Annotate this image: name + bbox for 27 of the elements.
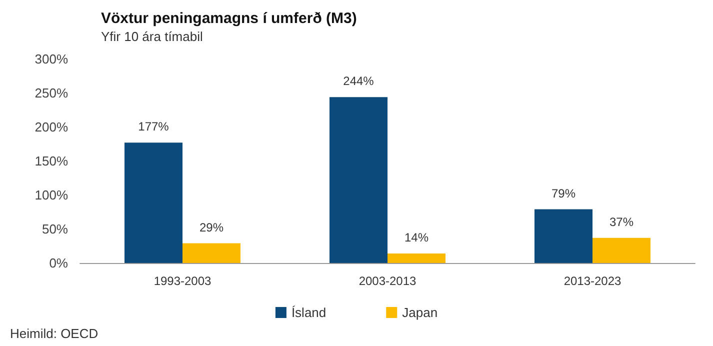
chart-subtitle: Yfir 10 ára tímabil: [101, 29, 203, 44]
data-label: 14%: [404, 230, 429, 244]
x-tick-label: 1993-2003: [154, 274, 212, 288]
legend-label: Ísland: [291, 305, 326, 320]
text: Heimild: OECD: [10, 326, 98, 341]
bar: [330, 97, 388, 263]
chart-title: Vöxtur peningamagns í umferð (M3): [101, 10, 357, 27]
x-tick-label: 2003-2013: [358, 274, 417, 288]
y-tick-label: 250%: [34, 86, 68, 100]
data-label: 79%: [551, 186, 576, 200]
bar: [592, 238, 650, 263]
y-tick-label: 200%: [34, 120, 68, 134]
data-label: 37%: [609, 214, 634, 229]
y-tick-label: 300%: [34, 52, 68, 66]
bar: [182, 243, 240, 263]
y-tick-label: 0%: [49, 256, 68, 270]
data-label: 29%: [199, 220, 224, 234]
bar: [388, 253, 446, 263]
data-label: 244%: [343, 74, 374, 88]
bar: [534, 209, 592, 263]
legend-label: Japan: [402, 305, 438, 320]
y-tick-label: 50%: [42, 222, 68, 236]
y-tick-label: 100%: [34, 188, 68, 202]
x-tick-label: 2013-2023: [564, 274, 622, 288]
y-tick-label: 150%: [34, 154, 68, 168]
bar: [124, 142, 182, 263]
data-label: 177%: [138, 120, 170, 134]
